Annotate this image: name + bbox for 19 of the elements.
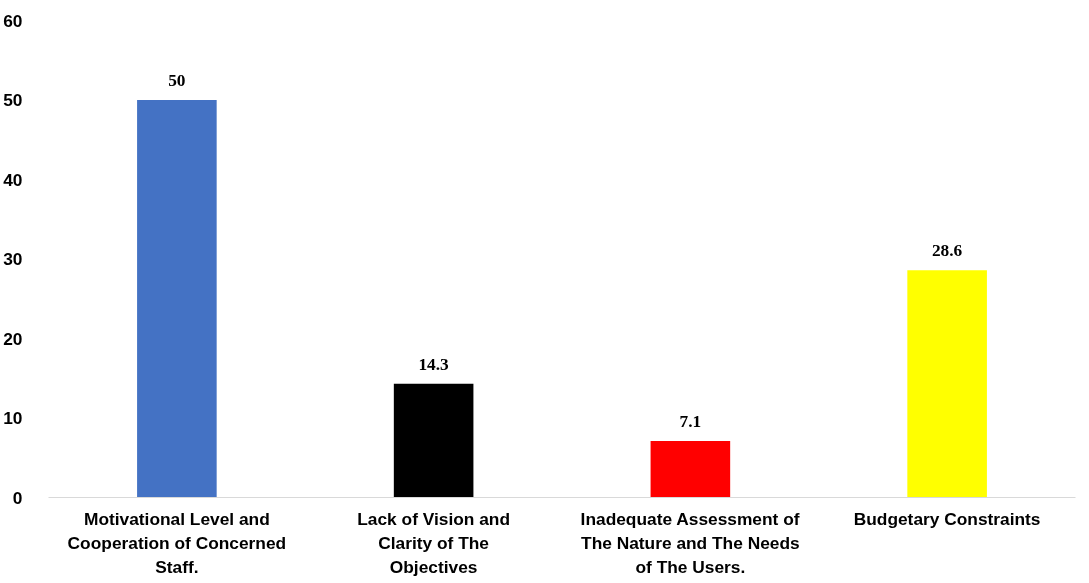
x-tick-label: Inadequate Assessment of The Nature and The Needs of The Users. (580, 508, 800, 577)
y-tick-label: 0 (12, 487, 23, 508)
bar (650, 441, 731, 498)
x-tick-label: Budgetary Constraints (853, 508, 1041, 529)
y-tick-label: 50 (3, 90, 23, 110)
data-label: 28.6 (931, 241, 963, 261)
bar (907, 270, 987, 498)
y-tick-label: 10 (3, 408, 23, 428)
y-tick-label: 20 (3, 328, 23, 349)
data-label: 50 (168, 71, 186, 90)
bar (393, 383, 474, 498)
data-label: 7.1 (679, 412, 702, 432)
data-label: 14.3 (418, 354, 450, 374)
bar (137, 100, 217, 498)
y-tick-label: 60 (3, 10, 23, 31)
x-tick-label: Lack of Vision and Clarity of The Objectives (357, 508, 511, 577)
y-tick-label: 40 (3, 169, 23, 190)
x-tick-label: Motivational Level and Cooperation of Concerned Staff. (67, 508, 287, 577)
y-tick-label: 30 (3, 249, 23, 269)
